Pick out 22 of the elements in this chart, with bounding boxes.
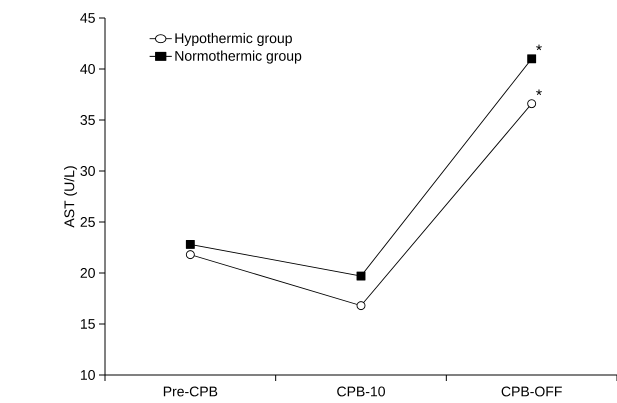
- y-tick-label: 10: [80, 370, 95, 380]
- y-tick-label: 35: [80, 115, 95, 125]
- point: [356, 301, 366, 310]
- x-tick-label: CPB-10: [337, 386, 385, 396]
- y-tick-label: 40: [80, 64, 95, 74]
- point: [186, 250, 195, 260]
- y-tick-label: 30: [80, 166, 95, 176]
- y-axis-title: AST (U/L): [64, 166, 78, 228]
- x-tick-label: Pre-CPB: [164, 386, 218, 396]
- y-tick-label: 25: [80, 217, 95, 227]
- annotation: *: [536, 44, 542, 50]
- y-tick-label: 20: [80, 268, 95, 278]
- x-tick-label: CPB-OFF: [502, 386, 562, 396]
- legend-label: Normothermic group: [175, 50, 302, 64]
- y-tick-label: 15: [80, 319, 95, 329]
- y-tick-label: 45: [80, 13, 95, 23]
- legend-label: Hypothermic group: [175, 32, 292, 46]
- point: [527, 99, 536, 108]
- point: [186, 240, 195, 249]
- annotation: *: [536, 89, 542, 96]
- point: [356, 272, 366, 280]
- point: [527, 54, 536, 64]
